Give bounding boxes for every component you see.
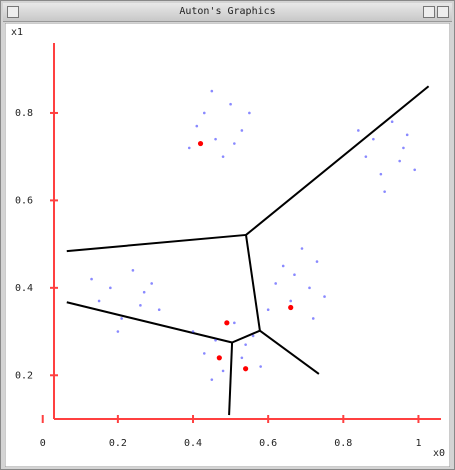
data-point bbox=[300, 247, 304, 250]
data-point bbox=[251, 334, 255, 338]
data-point bbox=[139, 304, 142, 307]
data-point bbox=[142, 290, 146, 294]
close-button[interactable] bbox=[7, 6, 19, 18]
data-point bbox=[248, 111, 251, 115]
data-point bbox=[293, 273, 296, 277]
data-point bbox=[240, 356, 244, 360]
title-bar: Auton's Graphics bbox=[3, 3, 452, 22]
x-tick-label: 1 bbox=[415, 438, 421, 449]
data-point bbox=[357, 129, 360, 132]
data-point bbox=[413, 168, 416, 172]
centroid bbox=[224, 320, 230, 326]
data-point bbox=[214, 339, 217, 342]
boundary-line bbox=[245, 234, 261, 331]
data-point bbox=[221, 369, 225, 373]
data-point bbox=[90, 277, 93, 281]
boundary-line bbox=[259, 329, 320, 375]
data-point bbox=[398, 159, 401, 163]
plot-background bbox=[5, 23, 450, 467]
data-point bbox=[402, 146, 405, 150]
data-point bbox=[274, 282, 277, 285]
maximize-button[interactable] bbox=[437, 6, 449, 18]
data-point bbox=[315, 260, 319, 263]
data-point bbox=[405, 133, 409, 137]
chart: x1 x0 0 0.2 0.4 0.6 0.8 1 0.2 0.4 0.6 0.8 bbox=[5, 23, 450, 467]
data-point bbox=[150, 282, 153, 285]
data-point bbox=[379, 172, 383, 176]
data-point bbox=[311, 317, 315, 320]
boundary-line bbox=[66, 301, 233, 344]
y-tick-label: 0.6 bbox=[15, 195, 33, 206]
data-point bbox=[233, 142, 236, 145]
data-point bbox=[323, 295, 326, 298]
x-tick-label: 0.8 bbox=[334, 438, 352, 449]
data-point bbox=[210, 89, 214, 93]
data-point bbox=[210, 378, 214, 381]
data-point bbox=[214, 137, 217, 141]
data-point bbox=[281, 264, 285, 268]
centroid bbox=[243, 366, 249, 372]
data-point bbox=[372, 137, 375, 141]
y-tick-label: 0.8 bbox=[15, 108, 33, 119]
centroid bbox=[197, 140, 204, 147]
y-axis-label: x1 bbox=[11, 27, 23, 38]
boundary-line bbox=[231, 329, 261, 344]
data-point bbox=[202, 111, 206, 115]
data-point bbox=[187, 146, 191, 150]
data-point bbox=[240, 129, 244, 132]
centroid bbox=[288, 304, 294, 311]
y-tick-label: 0.4 bbox=[15, 283, 33, 294]
x-tick-label: 0.2 bbox=[109, 438, 127, 449]
data-point bbox=[120, 317, 123, 320]
data-point bbox=[266, 308, 270, 311]
data-point bbox=[109, 286, 112, 290]
data-point bbox=[195, 124, 199, 128]
centroid bbox=[216, 355, 222, 361]
data-point bbox=[97, 299, 101, 303]
x-tick-label: 0.6 bbox=[259, 438, 277, 449]
boundary-line bbox=[66, 233, 247, 253]
data-point bbox=[202, 352, 206, 355]
x-tick-label: 0 bbox=[40, 438, 46, 449]
data-point bbox=[116, 330, 120, 333]
data-point bbox=[308, 286, 311, 290]
data-point bbox=[221, 155, 225, 158]
minimize-button[interactable] bbox=[423, 6, 435, 18]
x-axis-label: x0 bbox=[433, 448, 445, 459]
data-point bbox=[191, 330, 195, 333]
data-point bbox=[390, 120, 394, 123]
boundary-line bbox=[245, 85, 430, 236]
x-tick-label: 0.4 bbox=[184, 438, 202, 449]
data-point bbox=[157, 308, 161, 311]
data-point bbox=[289, 299, 293, 303]
y-tick-label: 0.2 bbox=[15, 370, 33, 381]
data-point bbox=[229, 102, 232, 106]
window-title: Auton's Graphics bbox=[179, 6, 276, 17]
boundary-line bbox=[228, 342, 234, 416]
data-point bbox=[233, 321, 236, 325]
data-point bbox=[131, 269, 135, 272]
data-point bbox=[383, 190, 386, 193]
data-point bbox=[364, 155, 368, 158]
data-point bbox=[259, 365, 262, 368]
data-point bbox=[244, 343, 247, 346]
